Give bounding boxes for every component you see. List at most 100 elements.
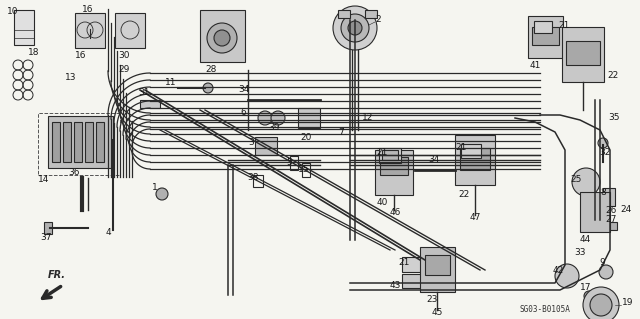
- Bar: [75, 13, 105, 48]
- Bar: [534, 21, 552, 33]
- Text: 12: 12: [362, 113, 373, 122]
- Bar: [63, 122, 71, 162]
- Text: 25: 25: [570, 175, 581, 184]
- Bar: [38, 113, 120, 175]
- Bar: [302, 163, 310, 177]
- Text: 21: 21: [455, 143, 467, 152]
- Text: 7: 7: [338, 128, 344, 137]
- Text: 26: 26: [605, 206, 616, 215]
- Bar: [255, 137, 277, 155]
- Text: 2: 2: [375, 15, 381, 24]
- Bar: [603, 188, 615, 206]
- Bar: [140, 100, 160, 108]
- Text: 1: 1: [152, 183, 157, 192]
- Text: 34: 34: [428, 155, 440, 164]
- Circle shape: [572, 168, 600, 196]
- Text: 23: 23: [426, 295, 437, 304]
- Bar: [290, 156, 298, 170]
- Text: 47: 47: [470, 213, 481, 222]
- Circle shape: [156, 188, 168, 200]
- Bar: [382, 150, 398, 160]
- Bar: [460, 148, 490, 170]
- Bar: [200, 10, 245, 62]
- Text: 22: 22: [458, 190, 469, 199]
- Text: 8: 8: [600, 188, 605, 197]
- Circle shape: [333, 6, 377, 50]
- Bar: [74, 122, 82, 162]
- Text: 44: 44: [580, 235, 591, 244]
- Bar: [380, 157, 408, 175]
- Bar: [52, 122, 60, 162]
- Bar: [48, 116, 113, 168]
- Text: 11: 11: [165, 78, 177, 87]
- Text: 39: 39: [268, 123, 280, 132]
- Text: 20: 20: [300, 133, 312, 142]
- Text: 14: 14: [38, 175, 49, 184]
- Circle shape: [590, 294, 612, 316]
- Text: SG03-B0105A: SG03-B0105A: [520, 306, 571, 315]
- Text: 21: 21: [376, 148, 387, 157]
- Text: 18: 18: [28, 48, 40, 57]
- Circle shape: [83, 15, 97, 29]
- Text: 13: 13: [65, 73, 77, 82]
- Bar: [607, 222, 617, 230]
- Text: 17: 17: [580, 283, 591, 292]
- Bar: [402, 274, 424, 288]
- Bar: [96, 122, 104, 162]
- Text: 4: 4: [106, 228, 111, 237]
- Text: 35: 35: [608, 113, 620, 122]
- Bar: [420, 247, 455, 292]
- Bar: [365, 10, 377, 18]
- Text: 9: 9: [599, 258, 605, 267]
- Circle shape: [583, 287, 619, 319]
- Bar: [44, 222, 52, 234]
- Bar: [566, 41, 600, 65]
- Circle shape: [203, 83, 213, 93]
- Bar: [85, 122, 93, 162]
- Text: 28: 28: [205, 65, 216, 74]
- Text: 3: 3: [248, 138, 253, 147]
- Text: 10: 10: [7, 7, 19, 16]
- Circle shape: [599, 265, 613, 279]
- Text: 37: 37: [40, 233, 51, 242]
- Circle shape: [258, 111, 272, 125]
- Bar: [379, 148, 401, 163]
- Text: 46: 46: [390, 208, 401, 217]
- Circle shape: [555, 264, 579, 288]
- Text: 29: 29: [118, 65, 129, 74]
- Text: 21: 21: [558, 21, 570, 30]
- Bar: [461, 144, 481, 158]
- Circle shape: [584, 291, 594, 301]
- Bar: [562, 27, 604, 82]
- Text: 15: 15: [298, 165, 310, 174]
- Text: 6: 6: [240, 108, 246, 117]
- Text: 31: 31: [138, 88, 150, 97]
- Text: 16: 16: [82, 5, 93, 14]
- Circle shape: [348, 21, 362, 35]
- Circle shape: [598, 138, 608, 148]
- Text: 19: 19: [622, 298, 634, 307]
- Text: 34: 34: [238, 85, 250, 94]
- Bar: [298, 108, 320, 128]
- Text: 30: 30: [118, 51, 129, 60]
- Text: 24: 24: [620, 205, 631, 214]
- Text: 40: 40: [377, 198, 388, 207]
- Circle shape: [271, 111, 285, 125]
- Text: 38: 38: [247, 173, 259, 182]
- Text: 42: 42: [553, 266, 564, 275]
- Text: 45: 45: [432, 308, 444, 317]
- Text: 36: 36: [68, 168, 79, 177]
- Bar: [14, 10, 34, 45]
- Bar: [375, 150, 413, 195]
- Circle shape: [341, 14, 369, 42]
- Text: FR.: FR.: [48, 270, 66, 280]
- Bar: [115, 13, 145, 48]
- Bar: [455, 135, 495, 185]
- Bar: [253, 175, 263, 187]
- Bar: [528, 16, 563, 58]
- Text: 5: 5: [286, 158, 292, 167]
- Text: 41: 41: [530, 61, 541, 70]
- Text: 21: 21: [398, 258, 410, 267]
- Bar: [338, 10, 350, 18]
- Text: 22: 22: [607, 71, 618, 80]
